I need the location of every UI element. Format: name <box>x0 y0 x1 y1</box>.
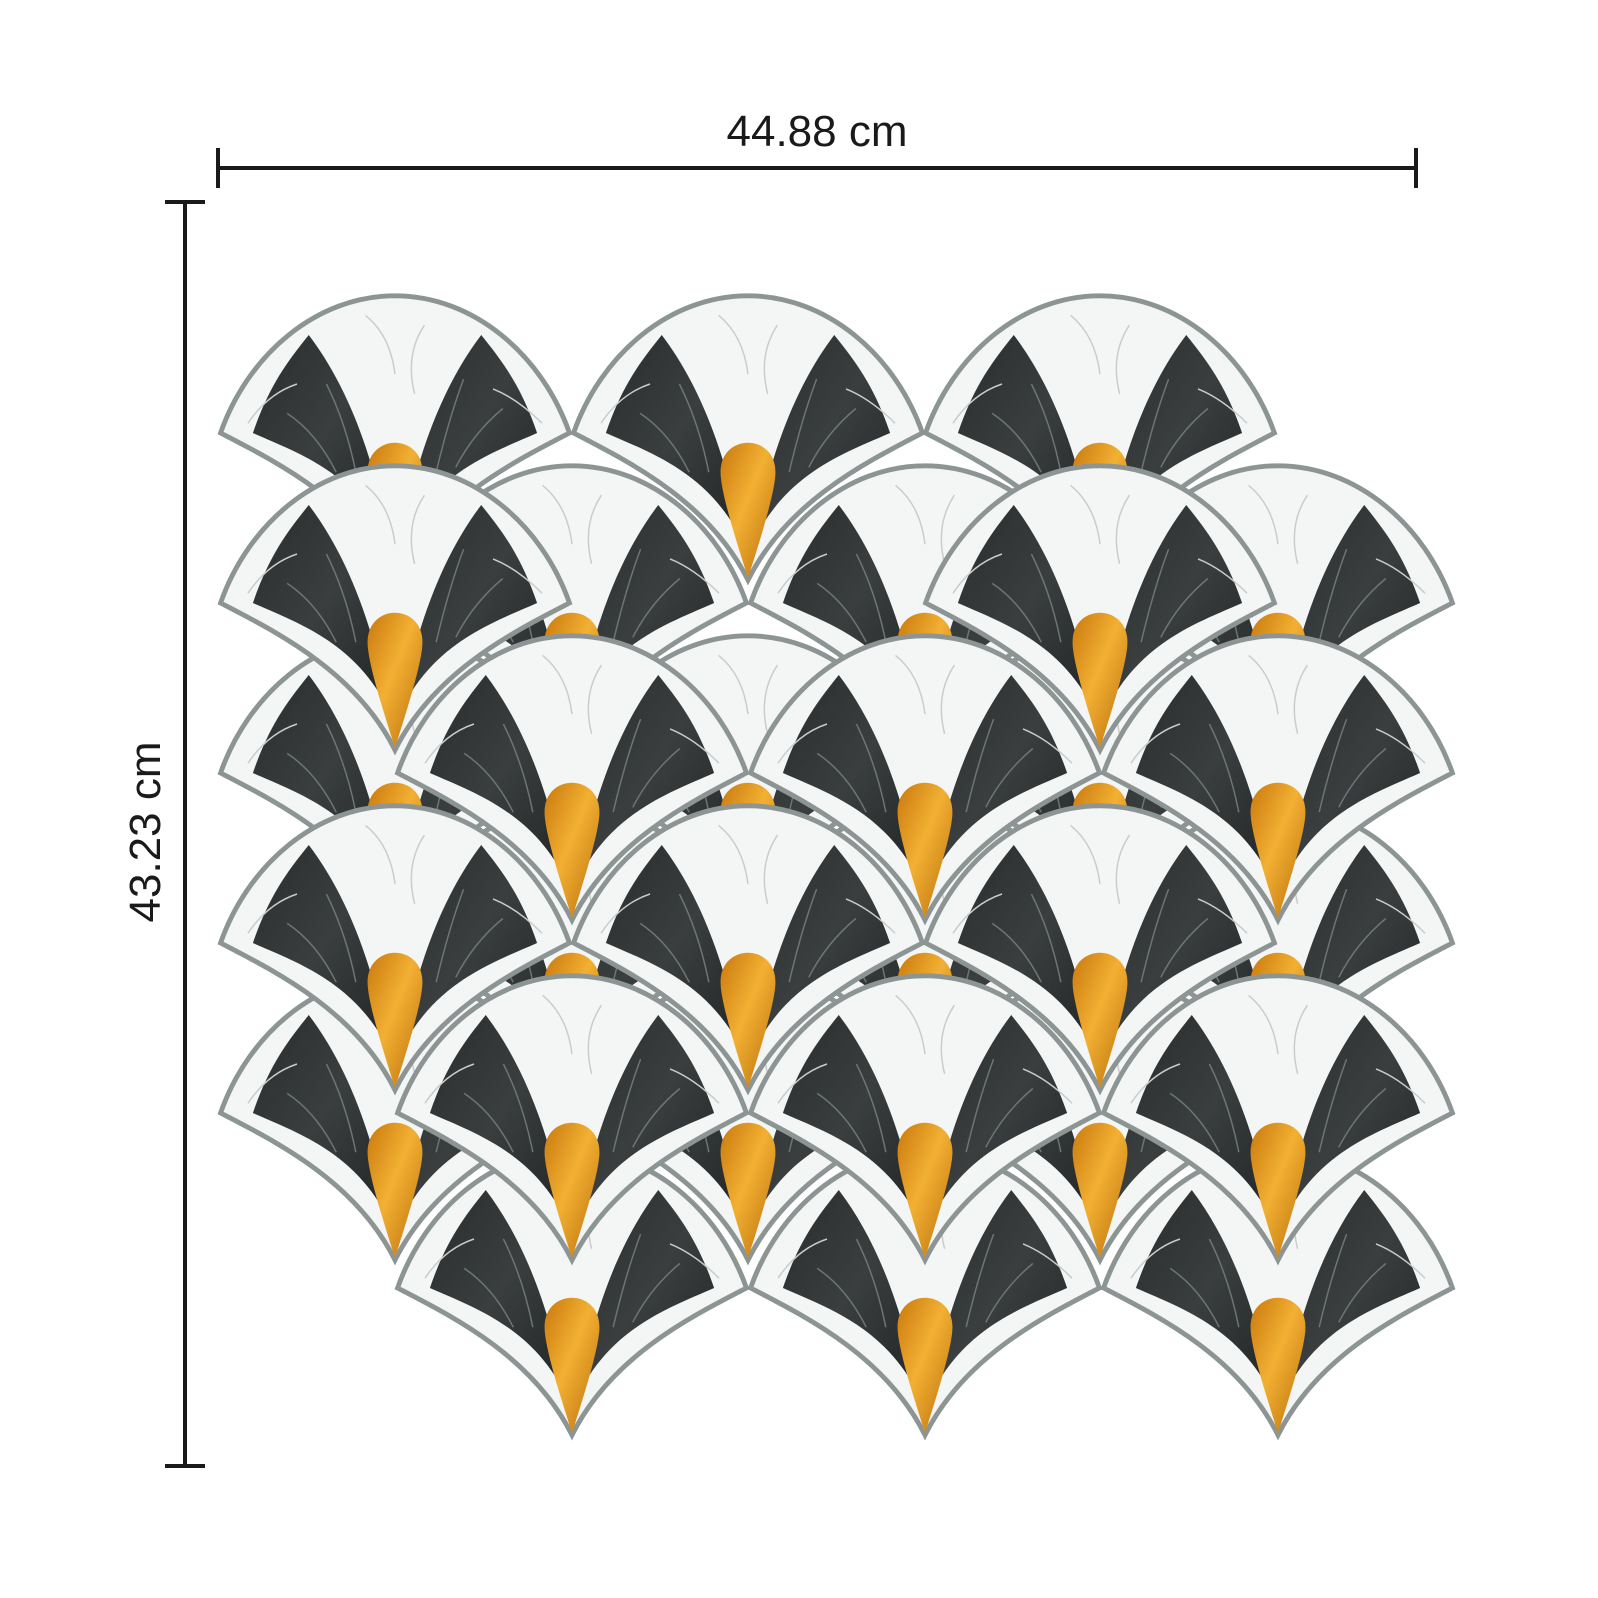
height-label: 43.23 cm <box>121 742 170 923</box>
fan-scale-tile-icon <box>221 296 1453 1435</box>
width-dimension: 44.88 cm <box>216 107 1418 188</box>
width-label: 44.88 cm <box>727 107 908 156</box>
height-dimension: 43.23 cm <box>121 200 205 1468</box>
